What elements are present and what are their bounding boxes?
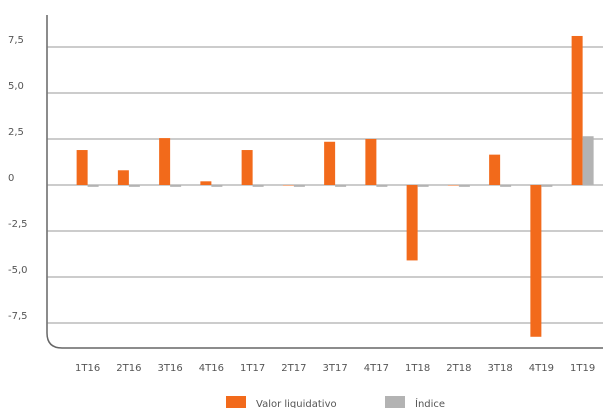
x-tick-label: 3T16 (158, 363, 183, 374)
legend-swatch (226, 396, 246, 408)
bar (241, 150, 253, 185)
legend-label: Índice (415, 397, 445, 408)
x-tick-label: 4T17 (364, 363, 389, 374)
bar (406, 184, 418, 261)
legend-label: Valor liquidativo (256, 399, 337, 408)
x-tick-label: 3T18 (488, 363, 513, 374)
bar (200, 181, 212, 185)
bar (87, 184, 99, 187)
bar (530, 184, 542, 337)
bar (335, 184, 347, 187)
bar (365, 139, 377, 185)
y-tick-label: 2,5 (8, 127, 24, 138)
y-tick-label: 7,5 (8, 35, 24, 46)
x-tick-label: 2T18 (446, 363, 471, 374)
x-tick-label: 1T16 (75, 363, 100, 374)
x-tick-label: 4T19 (529, 363, 554, 374)
bar (128, 184, 140, 187)
bar (500, 184, 512, 187)
x-tick-label: 3T17 (323, 363, 348, 374)
bar (211, 184, 223, 187)
bar (489, 154, 501, 185)
bar (282, 184, 294, 186)
bar (159, 138, 171, 185)
y-tick-label: -5,0 (8, 265, 28, 276)
bar (571, 35, 583, 185)
bar (324, 141, 336, 185)
bar (170, 184, 182, 187)
x-tick-label: 1T19 (570, 363, 595, 374)
y-tick-label: 5,0 (8, 81, 24, 92)
bar (376, 184, 388, 187)
y-tick-label: -7,5 (8, 311, 28, 322)
x-tick-label: 2T17 (281, 363, 306, 374)
bar (117, 170, 129, 185)
bar (582, 136, 594, 185)
legend-swatch (385, 396, 405, 408)
bar (458, 184, 470, 187)
x-tick-label: 4T16 (199, 363, 224, 374)
bar (417, 184, 429, 187)
x-tick-label: 1T17 (240, 363, 265, 374)
bar (541, 184, 553, 187)
x-tick-label: 1T18 (405, 363, 430, 374)
x-tick-label: 2T16 (116, 363, 141, 374)
y-tick-label: 0 (8, 173, 14, 184)
y-tick-label: -2,5 (8, 219, 28, 230)
bar (293, 184, 305, 187)
bar (76, 150, 88, 185)
bar (447, 184, 459, 186)
axis-frame (46, 15, 603, 349)
bar (252, 184, 264, 187)
